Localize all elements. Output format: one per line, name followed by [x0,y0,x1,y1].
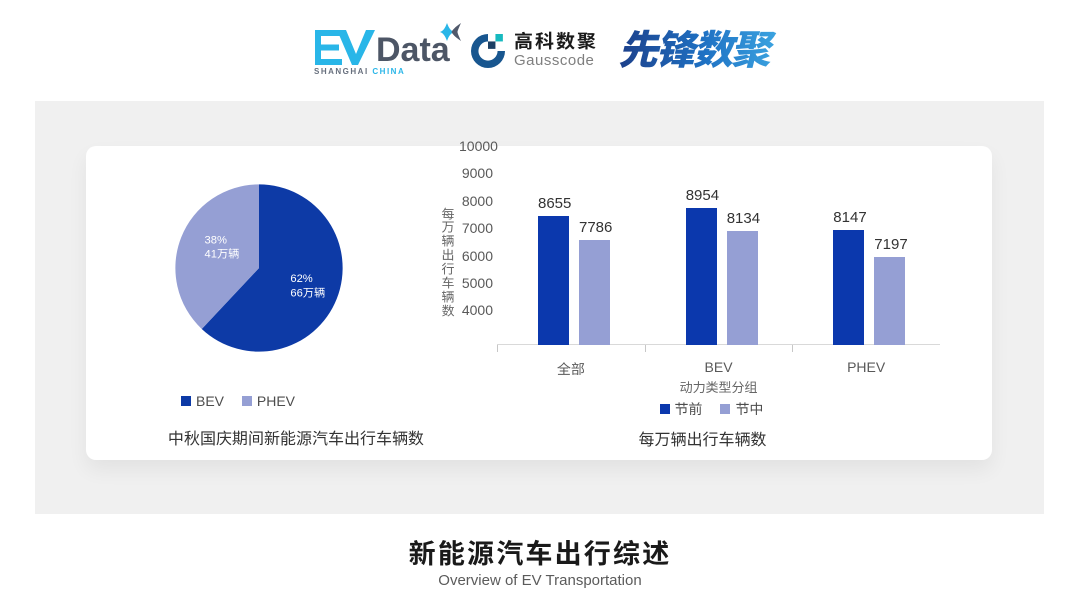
svg-text:38%: 38% [204,234,226,246]
svg-text:Data: Data [376,31,451,69]
svg-text:41万辆: 41万辆 [204,248,239,261]
svg-text:先锋数聚: 先锋数聚 [618,29,776,73]
svg-text:66万辆: 66万辆 [290,286,325,299]
svg-text:62%: 62% [290,273,312,285]
